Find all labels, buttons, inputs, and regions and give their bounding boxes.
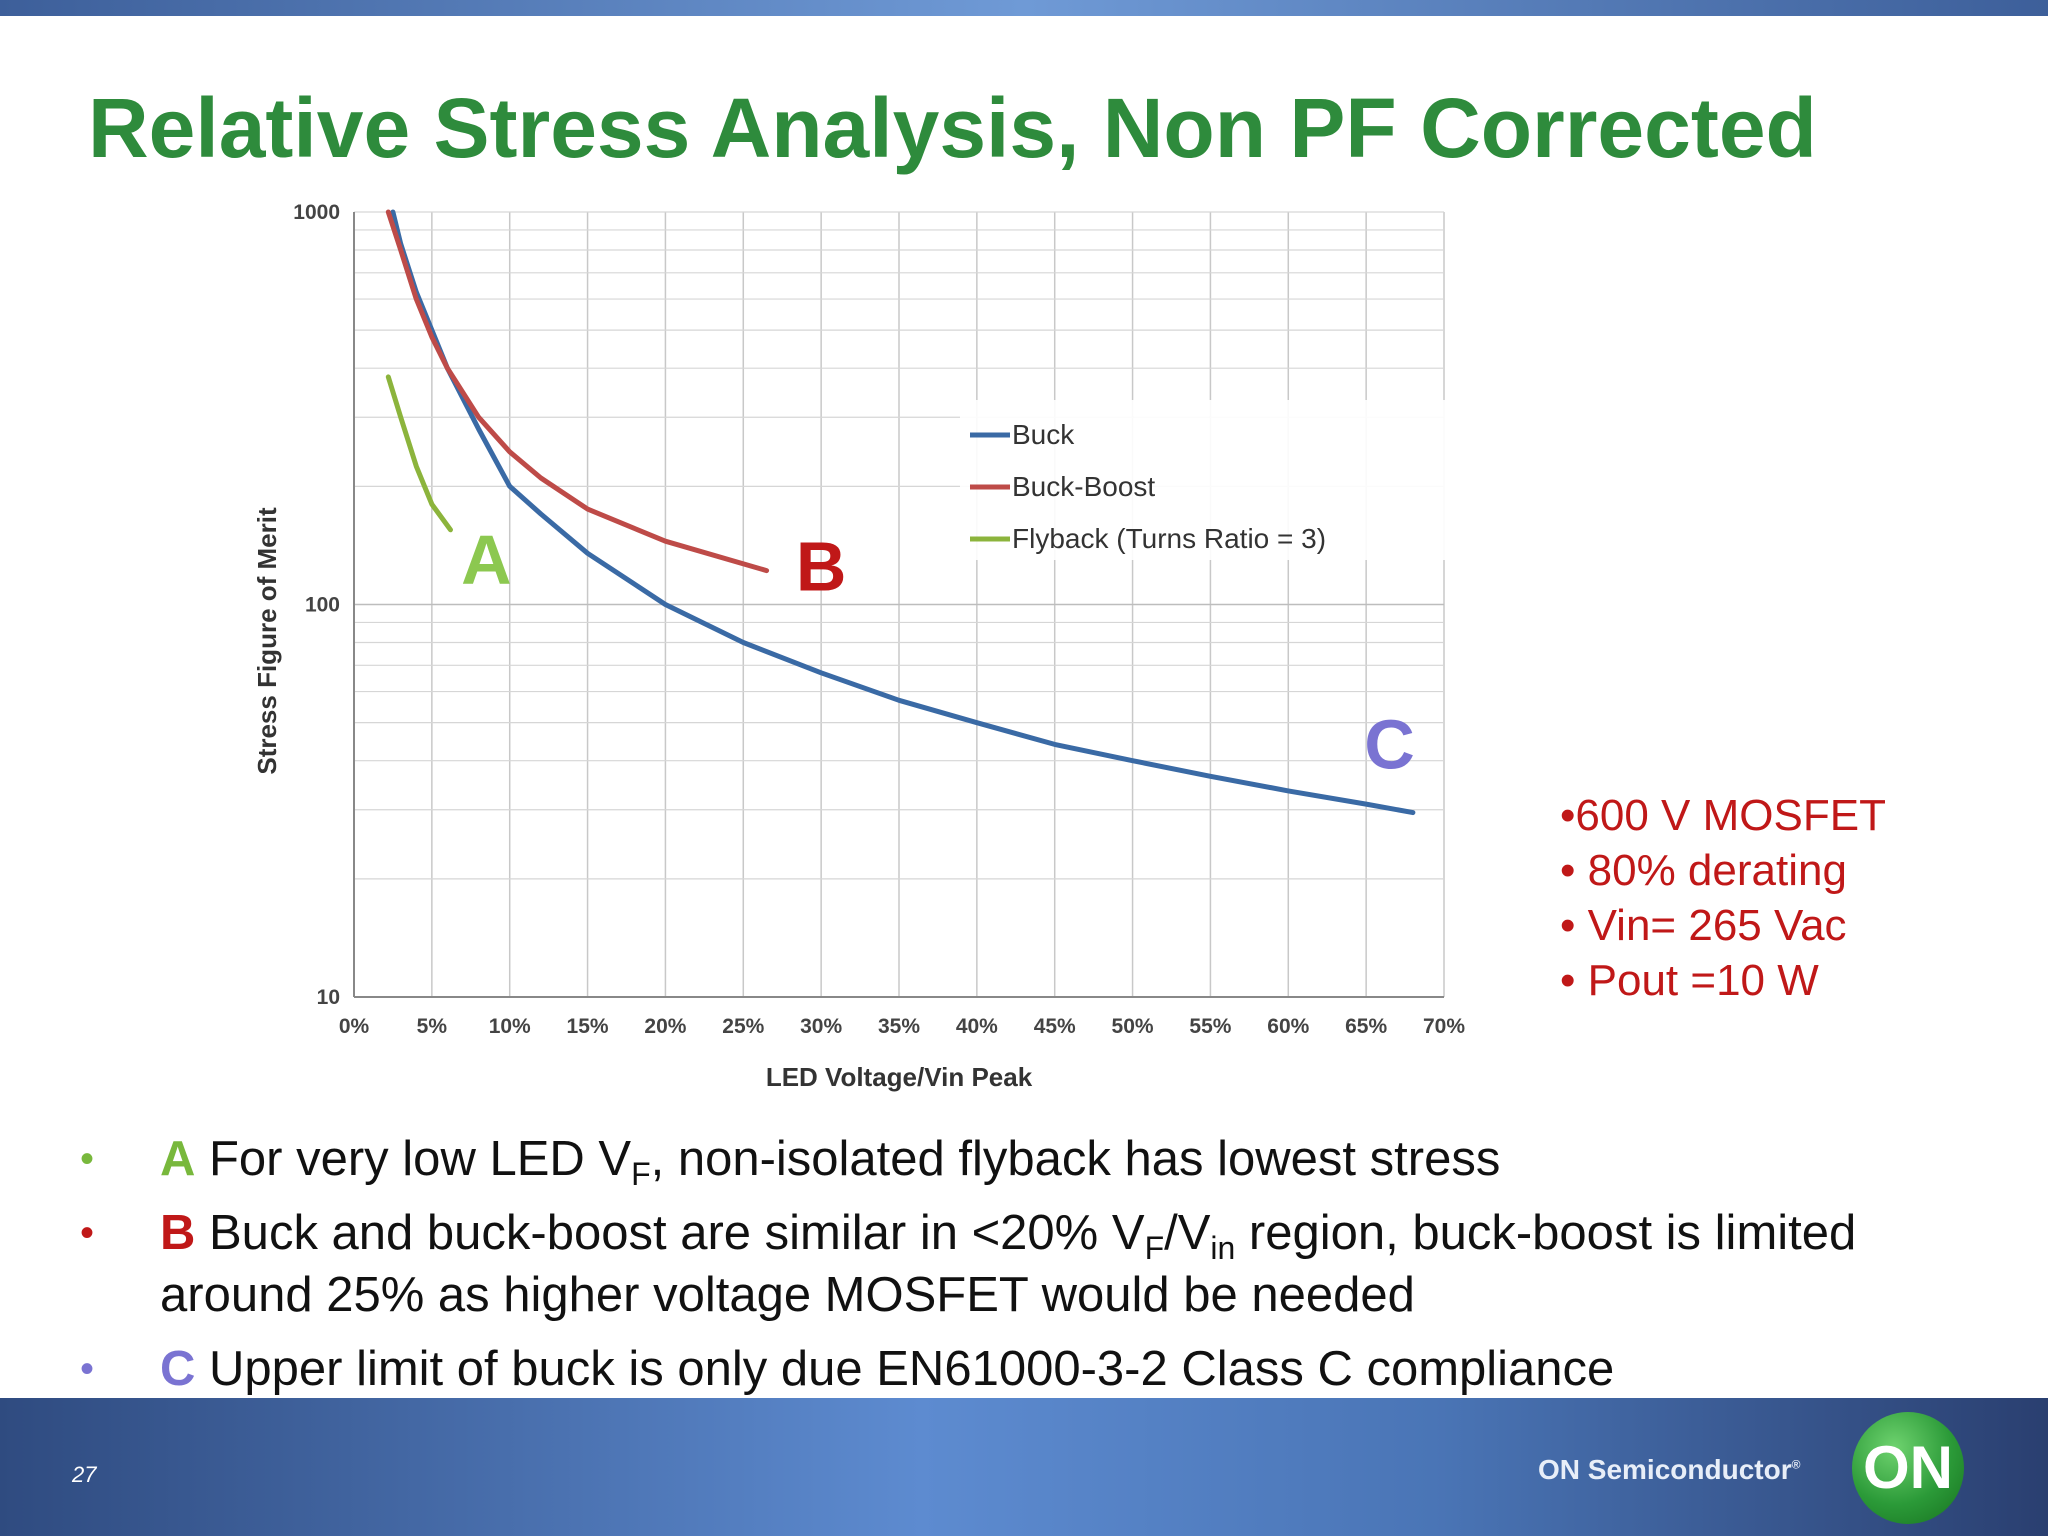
x-tick-label: 10% xyxy=(489,1015,531,1038)
bullet-a: • A For very low LED VF, non-isolated fl… xyxy=(80,1128,1980,1190)
bullet-text: /V xyxy=(1164,1206,1211,1260)
bullet-list: • A For very low LED VF, non-isolated fl… xyxy=(80,1128,1980,1412)
series-line-buck-boost xyxy=(385,209,770,574)
y-axis-label: Stress Figure of Merit xyxy=(252,507,282,775)
x-tick-label: 15% xyxy=(567,1015,609,1038)
x-tick-label: 65% xyxy=(1345,1015,1387,1038)
bullet-text: around 25% as higher voltage MOSFET woul… xyxy=(160,1268,1415,1322)
chart-legend: Buck Buck-Boost Flyback (Turns Ratio = 3) xyxy=(960,400,1450,560)
slide-title: Relative Stress Analysis, Non PF Correct… xyxy=(88,81,1817,175)
bullet-dot: • xyxy=(80,1211,95,1255)
x-tick-label: 50% xyxy=(1112,1015,1154,1038)
chart-ticks: 0% 5% 10% 15% 20% 25% 30% 35% 40% 45% 50% 55% 60% 65%… xyxy=(293,201,1465,1038)
x-tick-label: 45% xyxy=(1034,1015,1076,1038)
x-tick-label: 30% xyxy=(800,1015,842,1038)
top-accent-bar xyxy=(0,0,2048,16)
brand-text: ON Semiconductor xyxy=(1538,1454,1792,1485)
subscript: in xyxy=(1210,1230,1236,1266)
chart-grid xyxy=(353,211,1445,998)
x-tick-label: 35% xyxy=(878,1015,920,1038)
legend-label: Flyback (Turns Ratio = 3) xyxy=(1012,523,1326,554)
bullet-text: For very low LED V xyxy=(195,1132,632,1186)
x-tick-label: 0% xyxy=(339,1015,370,1038)
stress-chart: 0% 5% 10% 15% 20% 25% 30% 35% 40% 45% 50% 55% 60% 65%… xyxy=(252,201,1465,1092)
x-tick-label: 60% xyxy=(1267,1015,1309,1038)
assumption-item: • Pout =10 W xyxy=(1560,956,1819,1005)
assumption-item: • 80% derating xyxy=(1560,846,1847,895)
y-tick-label: 10 xyxy=(317,986,340,1009)
assumption-item: •600 V MOSFET xyxy=(1560,791,1886,840)
chart-series xyxy=(385,209,1416,816)
bullet-text: Upper limit of buck is only due EN61000-… xyxy=(195,1342,1615,1396)
bullet-b: • B Buck and buck-boost are similar in <… xyxy=(80,1202,1980,1326)
series-line-buck xyxy=(390,209,1416,816)
region-label: A xyxy=(461,521,512,599)
page-number: 27 xyxy=(72,1462,97,1487)
bullet-key: A xyxy=(160,1132,196,1186)
x-tick-label: 25% xyxy=(722,1015,764,1038)
assumptions-list: •600 V MOSFET • 80% derating • Vin= 265 … xyxy=(1560,788,1886,1008)
region-label: B xyxy=(796,527,847,605)
bullet-dot: • xyxy=(80,1347,95,1391)
bullet-text: region, buck-boost is limited xyxy=(1235,1206,1857,1260)
subscript: F xyxy=(1144,1230,1165,1266)
y-tick-label: 100 xyxy=(305,594,340,617)
x-tick-label: 40% xyxy=(956,1015,998,1038)
bullet-text: , non-isolated flyback has lowest stress xyxy=(650,1132,1501,1186)
assumption-item: • Vin= 265 Vac xyxy=(1560,901,1847,950)
bullet-key: C xyxy=(160,1342,196,1396)
x-tick-label: 55% xyxy=(1189,1015,1231,1038)
y-tick-label: 1000 xyxy=(293,201,340,224)
x-tick-label: 70% xyxy=(1423,1015,1465,1038)
registered-mark: ® xyxy=(1791,1457,1801,1472)
chart-annotations: A B C xyxy=(461,521,1415,784)
on-logo: ON xyxy=(1852,1412,1964,1524)
legend-box xyxy=(960,400,1450,560)
subscript: F xyxy=(631,1156,651,1192)
bullet-text: Buck and buck-boost are similar in <20% … xyxy=(195,1206,1145,1260)
bullet-c: • C Upper limit of buck is only due EN61… xyxy=(80,1338,1980,1400)
x-axis-label: LED Voltage/Vin Peak xyxy=(766,1062,1033,1092)
brand-name: ON Semiconductor® xyxy=(1538,1454,1800,1486)
bullet-key: B xyxy=(160,1206,196,1260)
legend-label: Buck-Boost xyxy=(1012,471,1155,502)
bullet-dot: • xyxy=(80,1137,95,1181)
region-label: C xyxy=(1364,705,1415,783)
series-line-flyback xyxy=(385,374,453,533)
legend-label: Buck xyxy=(1012,419,1075,450)
footer-bar xyxy=(0,1398,2048,1536)
x-tick-label: 20% xyxy=(644,1015,686,1038)
x-tick-label: 5% xyxy=(417,1015,448,1038)
